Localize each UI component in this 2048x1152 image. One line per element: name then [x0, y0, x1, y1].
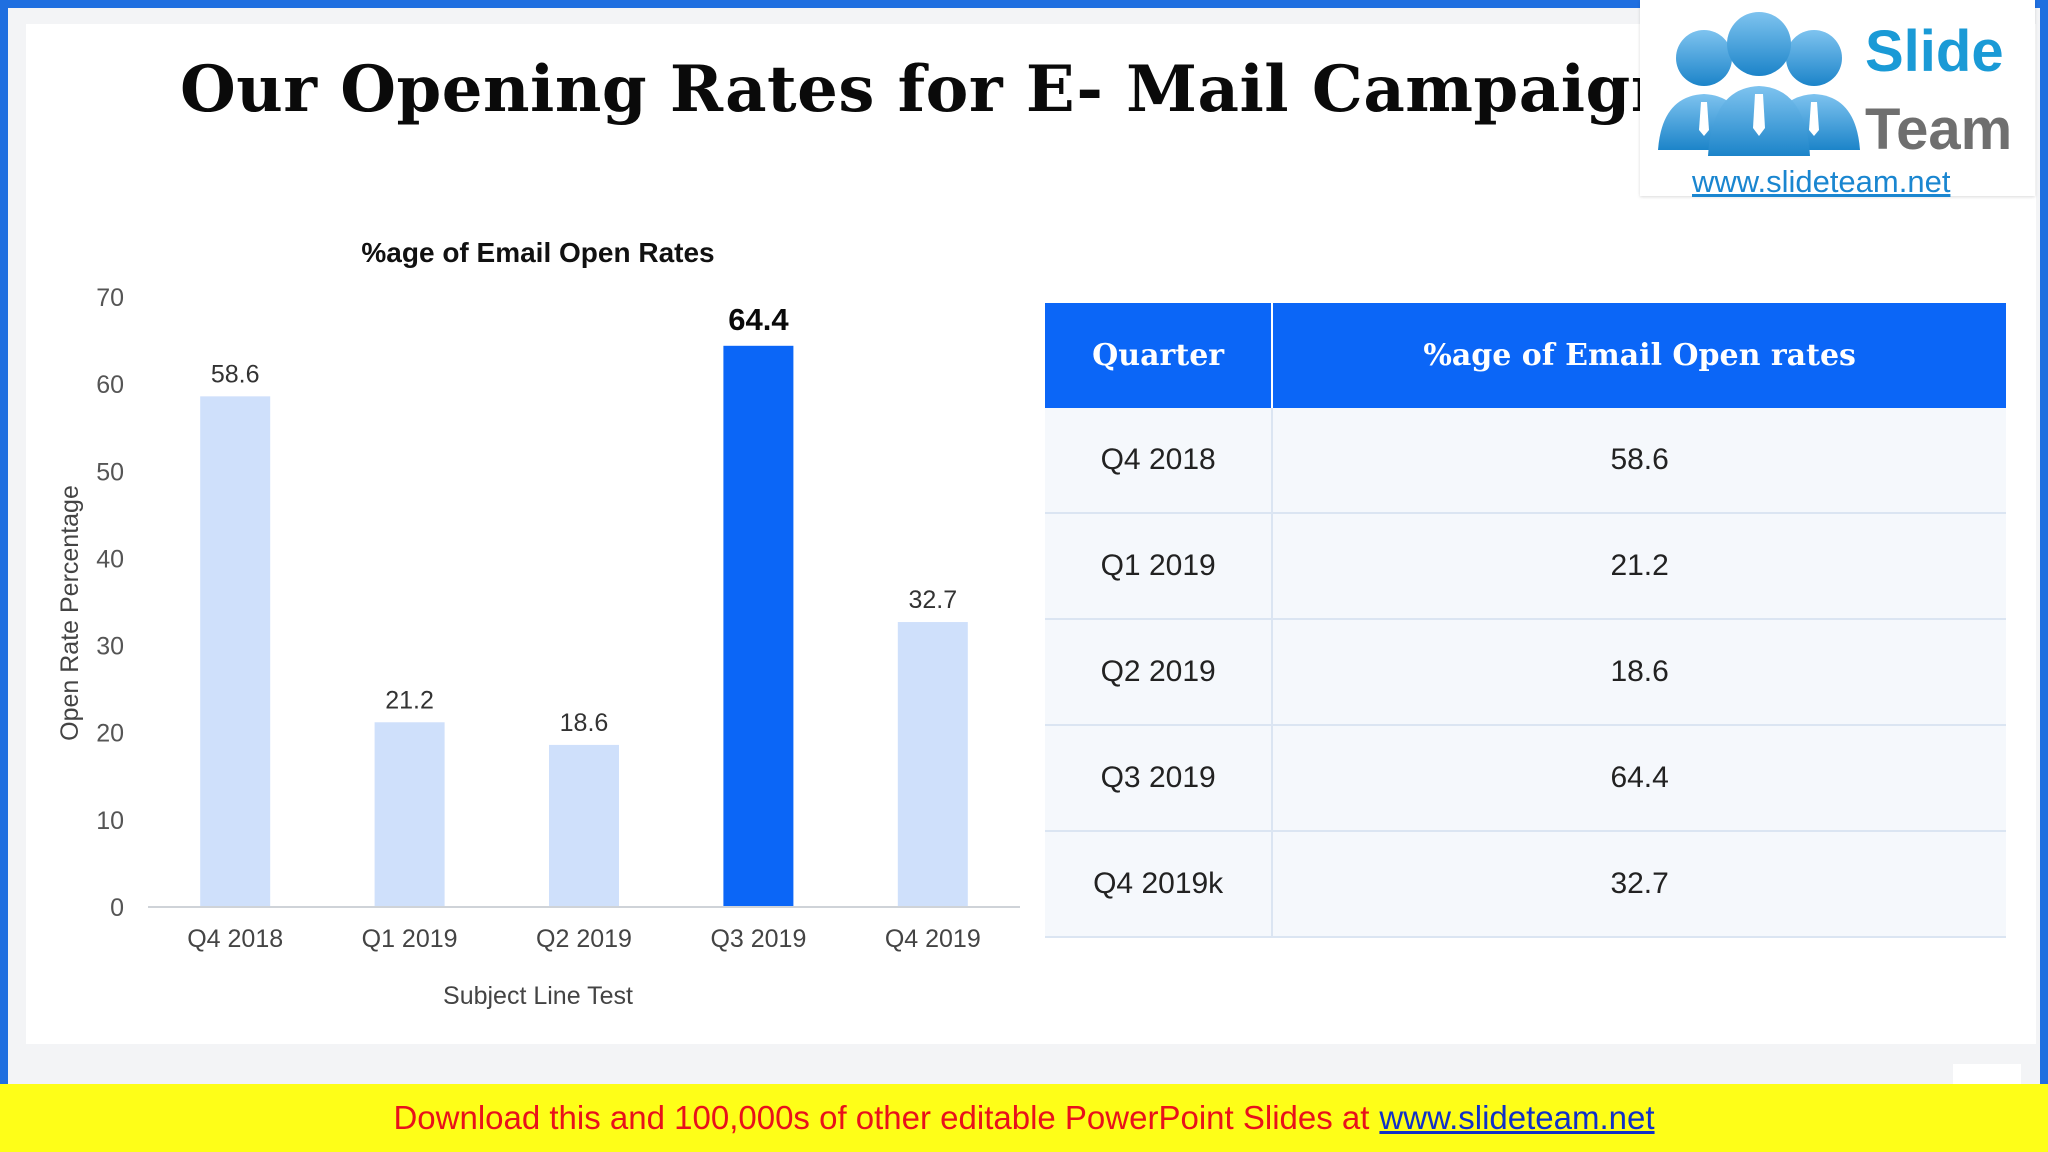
bar-value-labels: 58.6 21.2 18.6 64.4 32.7 [211, 302, 957, 737]
download-banner: Download this and 100,000s of other edit… [0, 1084, 2048, 1152]
cell-open-rate: 18.6 [1272, 619, 2006, 726]
cell-open-rate: 21.2 [1272, 513, 2006, 620]
table-row: Q1 2019 21.2 [1045, 513, 2006, 620]
cell-open-rate: 32.7 [1272, 831, 2006, 938]
y-tick-label: 30 [96, 633, 124, 661]
y-axis-ticks: 0 10 20 30 40 50 60 70 [96, 284, 124, 922]
table-row: Q2 2019 18.6 [1045, 619, 2006, 726]
chart-title: %age of Email Open Rates [361, 237, 714, 268]
cell-quarter: Q1 2019 [1045, 513, 1274, 620]
data-table: Quarter %age of Email Open rates Q4 2018… [1045, 303, 2006, 938]
y-tick-label: 20 [96, 720, 124, 748]
table-row: Q4 2019k 32.7 [1045, 831, 2006, 938]
bar [723, 345, 794, 907]
bar-value-label: 18.6 [560, 709, 609, 737]
y-tick-label: 0 [110, 894, 124, 922]
x-tick-label: Q4 2019 [885, 925, 981, 953]
x-tick-label: Q4 2018 [187, 925, 283, 953]
cell-open-rate: 64.4 [1272, 725, 2006, 832]
table-row: Q3 2019 64.4 [1045, 725, 2006, 832]
bar-value-label: 21.2 [385, 686, 434, 714]
y-tick-label: 10 [96, 807, 124, 835]
cell-quarter: Q4 2018 [1045, 408, 1274, 514]
y-tick-label: 70 [96, 284, 124, 312]
x-tick-label: Q3 2019 [710, 925, 806, 953]
logo-word-team: Team [1865, 97, 2013, 162]
x-tick-label: Q2 2019 [536, 925, 632, 953]
logo-word-slide: Slide [1865, 19, 2004, 84]
x-axis-ticks: Q4 2018 Q1 2019 Q2 2019 Q3 2019 Q4 2019 [187, 925, 981, 953]
bar-value-label: 58.6 [211, 360, 260, 388]
bar [897, 622, 968, 907]
cell-quarter: Q3 2019 [1045, 725, 1274, 832]
x-tick-label: Q1 2019 [362, 925, 458, 953]
slideteam-logo[interactable]: Slide Team www.slideteam.net [1640, 0, 2035, 199]
cell-open-rate: 58.6 [1272, 408, 2006, 514]
logo-url-link[interactable]: www.slideteam.net [1692, 164, 1951, 199]
bar-value-label: 32.7 [908, 586, 957, 614]
y-tick-label: 60 [96, 371, 124, 399]
team-people-icon [1658, 12, 1860, 156]
cell-quarter: Q2 2019 [1045, 619, 1274, 726]
table-row: Q4 2018 58.6 [1045, 408, 2006, 514]
bar [374, 722, 445, 907]
bar [200, 396, 271, 907]
x-axis-label: Subject Line Test [443, 982, 633, 1010]
bar-chart: %age of Email Open Rates 0 10 20 30 40 50 60 70… [56, 237, 1020, 1010]
table-header-row: Quarter %age of Email Open rates [1045, 303, 2006, 408]
y-tick-label: 50 [96, 458, 124, 486]
header-quarter: Quarter [1045, 303, 1274, 408]
banner-link[interactable]: www.slideteam.net [1379, 1099, 1655, 1136]
cell-quarter: Q4 2019k [1045, 831, 1274, 938]
bar [549, 744, 619, 907]
y-tick-label: 40 [96, 545, 124, 573]
corner-box [1953, 1064, 2021, 1084]
banner-text: Download this and 100,000s of other edit… [393, 1099, 1370, 1136]
header-open-rate: %age of Email Open rates [1272, 303, 2006, 408]
bars [200, 345, 968, 907]
bar-value-label: 64.4 [728, 302, 789, 337]
y-axis-label: Open Rate Percentage [56, 485, 84, 741]
